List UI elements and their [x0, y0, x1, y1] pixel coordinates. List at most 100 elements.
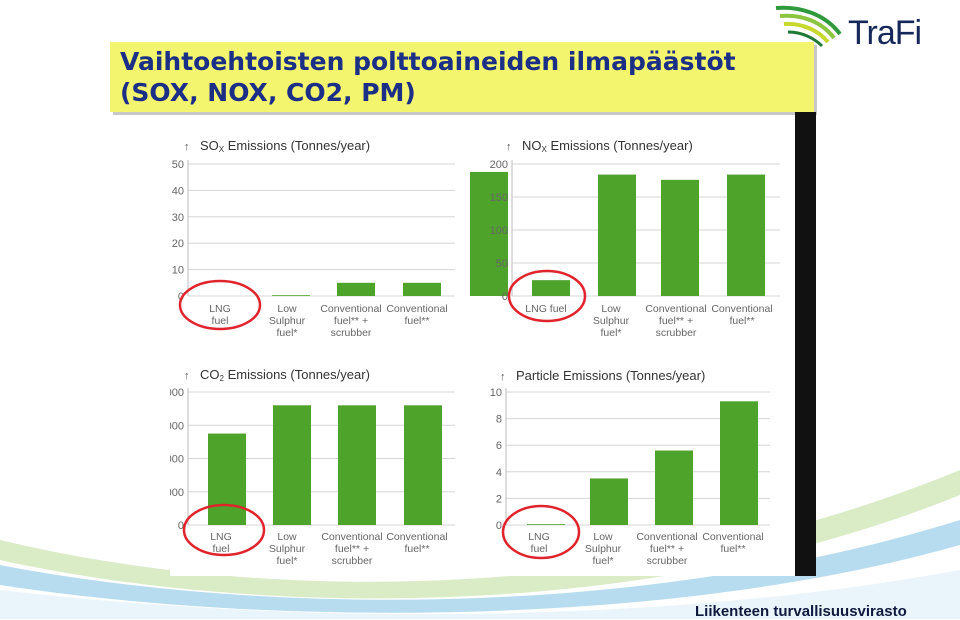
nox-tick-label: 100 — [490, 225, 508, 237]
sox-chart: ↑ SOX Emissions (Tonnes/year) 0 10 20 30 40 50 L… — [172, 138, 508, 339]
nox-chart-title: NOX Emissions (Tonnes/year) — [522, 138, 693, 154]
co2-category-line: scrubber — [332, 555, 373, 567]
pm-tick-label: 4 — [496, 467, 502, 479]
nox-title-rest: Emissions (Tonnes/year) — [547, 138, 693, 153]
sox-title-rest: Emissions (Tonnes/year) — [224, 138, 370, 153]
nox-category-line: fuel* — [600, 327, 621, 339]
co2-tick-label: 000 — [170, 420, 184, 432]
co2-chart: ↑CO2 Emissions (Tonnes/year)000000000000… — [166, 367, 455, 567]
nox-category-line: fuel** + — [659, 315, 693, 327]
co2-category-line: fuel — [213, 543, 230, 555]
page-title-line2: (SOX, NOX, CO2, PM) — [120, 78, 416, 107]
co2-category-label: Conventional fuel** + scrubber — [321, 531, 382, 567]
co2-category-line: LNG — [210, 531, 232, 543]
pm-tick-label: 6 — [496, 440, 502, 452]
nox-category-line: Conventional — [711, 303, 772, 315]
pm-bar — [527, 524, 565, 525]
co2-category-line: Conventional — [321, 531, 382, 543]
co2-category-line: fuel** + — [335, 543, 369, 555]
trafi-logo: TraFi — [770, 0, 960, 60]
nox-bar — [661, 179, 699, 296]
co2-title-arrow-icon: ↑ — [184, 370, 190, 382]
co2-title-prefix: CO — [200, 367, 220, 382]
sox-category-line: LNG — [209, 303, 231, 315]
sox-category-line: Sulphur — [269, 315, 306, 327]
footer-agency: Liikenteen turvallisuusvirasto — [695, 603, 907, 620]
pm-category-line: Low — [593, 531, 613, 543]
co2-tick-label: 000 — [170, 487, 184, 499]
pm-category-line: fuel** + — [650, 543, 684, 555]
pm-title-arrow-icon: ↑ — [500, 371, 506, 383]
pm-chart: ↑ Particle Emissions (Tonnes/year) 0 2 4 6 8 10… — [490, 368, 770, 567]
nox-chart: ↑ NOX Emissions (Tonnes/year) 0 50 100 150 200… — [490, 138, 780, 339]
pm-tick-label: 2 — [496, 493, 502, 505]
nox-lng-highlight-circle — [507, 269, 587, 323]
sox-bar — [403, 282, 441, 296]
pm-category-line: fuel** — [720, 543, 745, 555]
pm-title-rest: Emissions (Tonnes/year) — [559, 368, 705, 383]
co2-category-label: Low Sulphur fuel* — [269, 531, 306, 567]
pm-category-line: Sulphur — [585, 543, 622, 555]
sox-tick-label: 20 — [172, 238, 184, 250]
co2-bar — [273, 405, 311, 525]
sox-tick-label: 40 — [172, 185, 184, 197]
sox-category-line: fuel — [212, 315, 229, 327]
emissions-chart-panel: ↑ SOX Emissions (Tonnes/year) 0 10 20 30 40 50 L… — [166, 122, 796, 576]
nox-title-sub: X — [542, 145, 548, 154]
sox-title-sub: X — [219, 145, 225, 154]
sox-tick-label: 30 — [172, 212, 184, 224]
sox-bar — [337, 282, 375, 296]
sox-category-line: Conventional — [320, 303, 381, 315]
pm-category-line: Conventional — [636, 531, 697, 543]
sox-category-label: LNG fuel — [209, 303, 231, 327]
pm-tick-label: 10 — [490, 387, 502, 399]
sox-bar — [272, 295, 310, 296]
nox-tick-label: 50 — [496, 258, 508, 270]
nox-title-prefix: NO — [522, 138, 542, 153]
nox-tick-label: 150 — [490, 192, 508, 204]
sox-tick-label: 50 — [172, 159, 184, 171]
pm-category-line: Conventional — [702, 531, 763, 543]
pm-tick-label: 8 — [496, 414, 502, 426]
nox-category-line: fuel** — [729, 315, 754, 327]
sox-category-line: fuel** — [404, 315, 429, 327]
co2-category-line: Conventional — [386, 531, 447, 543]
co2-lng-highlight-circle — [182, 503, 266, 557]
nox-category-line: Conventional — [645, 303, 706, 315]
pm-bar — [590, 478, 628, 525]
nox-bar — [532, 280, 570, 296]
co2-tick-label: 0 — [178, 520, 184, 532]
co2-chart-title: CO2 Emissions (Tonnes/year) — [200, 367, 370, 383]
co2-category-line: Low — [277, 531, 297, 543]
co2-bar — [208, 433, 246, 525]
sox-title-arrow-icon: ↑ — [184, 141, 190, 153]
co2-tick-label: 000 — [170, 454, 184, 466]
pm-category-label: LNG fuel — [528, 531, 550, 555]
pm-category-label: Conventional fuel** — [702, 531, 763, 555]
pm-bar — [655, 450, 693, 525]
pm-chart-title: Particle Emissions (Tonnes/year) — [516, 368, 705, 383]
pm-title-prefix: Particle — [516, 368, 559, 383]
sox-category-line: Low — [277, 303, 297, 315]
title-box: Vaihtoehtoisten polttoaineiden ilmapääst… — [110, 42, 814, 112]
logo-swoosh-icon — [775, 5, 842, 48]
sox-chart-title: SOX Emissions (Tonnes/year) — [200, 138, 370, 154]
image-edge-bar — [795, 112, 816, 576]
pm-lng-highlight-circle — [501, 504, 581, 560]
co2-category-line: fuel** — [404, 543, 429, 555]
logo-text: TraFi — [848, 14, 922, 52]
co2-category-label: Conventional fuel** — [386, 531, 447, 555]
nox-title-arrow-icon: ↑ — [506, 141, 512, 153]
emissions-charts: ↑ SOX Emissions (Tonnes/year)01020304050L… — [166, 138, 780, 567]
sox-category-line: fuel* — [276, 327, 297, 339]
page-title-line1: Vaihtoehtoisten polttoaineiden ilmapääst… — [120, 47, 736, 76]
co2-title-rest: Emissions (Tonnes/year) — [224, 367, 370, 382]
pm-bar — [720, 401, 758, 525]
nox-tick-label: 200 — [490, 159, 508, 171]
pm-tick-label: 0 — [496, 520, 502, 532]
co2-bar — [338, 405, 376, 525]
co2-tick-label: 000 — [170, 387, 184, 399]
pm-category-line: LNG — [528, 531, 550, 543]
sox-lng-highlight-circle — [178, 279, 262, 331]
pm-category-label: Conventional fuel** + scrubber — [636, 531, 697, 567]
